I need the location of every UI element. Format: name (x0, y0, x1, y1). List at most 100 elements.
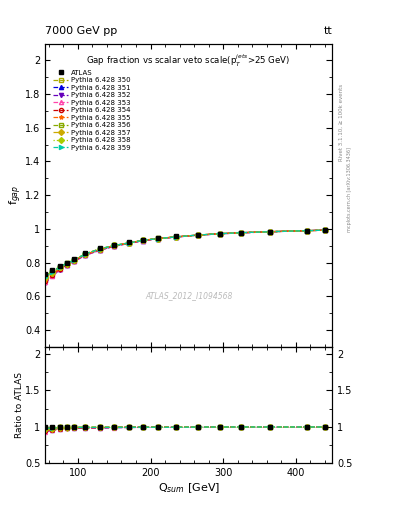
ATLAS (64, 260, 69, 266)
Pythia 6.428 356 (155, 236, 160, 242)
Pythia 6.428 352 (268, 229, 273, 235)
Pythia 6.428 355 (112, 242, 117, 248)
Pythia 6.428 351 (239, 229, 244, 236)
Text: Gap fraction vs scalar veto scale(p$_T^{jets}$>25 GeV): Gap fraction vs scalar veto scale(p$_T^{… (86, 53, 291, 69)
Text: tt: tt (323, 26, 332, 36)
Line: Pythia 6.428 353: Pythia 6.428 353 (43, 228, 327, 284)
Pythia 6.428 352 (127, 241, 131, 247)
Pythia 6.428 357 (97, 246, 102, 252)
Pythia 6.428 352 (239, 230, 244, 236)
Pythia 6.428 359 (50, 269, 55, 275)
Pythia 6.428 354 (323, 227, 327, 233)
Pythia 6.428 356 (304, 228, 309, 234)
Pythia 6.428 350 (174, 234, 178, 240)
ATLAS (72, 256, 77, 262)
Pythia 6.428 358 (323, 227, 327, 233)
Pythia 6.428 353 (268, 229, 273, 235)
Pythia 6.428 350 (50, 268, 55, 274)
Pythia 6.428 354 (304, 228, 309, 234)
Pythia 6.428 351 (127, 240, 131, 246)
Pythia 6.428 355 (323, 227, 327, 233)
Pythia 6.428 350 (43, 273, 48, 279)
Pythia 6.428 357 (239, 229, 244, 236)
Pythia 6.428 356 (112, 242, 117, 248)
Line: ATLAS: ATLAS (43, 227, 327, 276)
Pythia 6.428 359 (57, 264, 62, 270)
Pythia 6.428 359 (323, 227, 327, 233)
Pythia 6.428 357 (304, 228, 309, 234)
Pythia 6.428 353 (43, 279, 48, 285)
ATLAS (217, 230, 222, 237)
Pythia 6.428 358 (174, 234, 178, 240)
Pythia 6.428 355 (141, 237, 145, 243)
Pythia 6.428 353 (64, 262, 69, 268)
Pythia 6.428 355 (217, 230, 222, 237)
Pythia 6.428 350 (141, 237, 145, 243)
Pythia 6.428 356 (50, 269, 55, 275)
Pythia 6.428 356 (97, 246, 102, 252)
Pythia 6.428 358 (57, 264, 62, 270)
Pythia 6.428 359 (141, 237, 145, 243)
Pythia 6.428 359 (174, 234, 178, 240)
Pythia 6.428 355 (127, 240, 131, 246)
Pythia 6.428 354 (50, 272, 55, 278)
Pythia 6.428 357 (72, 257, 77, 263)
Pythia 6.428 350 (155, 236, 160, 242)
Pythia 6.428 351 (112, 243, 117, 249)
Pythia 6.428 353 (155, 236, 160, 242)
Text: 7000 GeV pp: 7000 GeV pp (45, 26, 118, 36)
X-axis label: Q$_{sum}$ [GeV]: Q$_{sum}$ [GeV] (158, 481, 220, 495)
Pythia 6.428 353 (112, 243, 117, 249)
Pythia 6.428 353 (304, 228, 309, 234)
Pythia 6.428 354 (174, 234, 178, 240)
Pythia 6.428 355 (155, 236, 160, 242)
Pythia 6.428 356 (239, 229, 244, 236)
Pythia 6.428 357 (195, 232, 200, 238)
Pythia 6.428 350 (57, 264, 62, 270)
Pythia 6.428 352 (174, 234, 178, 240)
Line: Pythia 6.428 356: Pythia 6.428 356 (43, 228, 327, 279)
Pythia 6.428 350 (323, 227, 327, 233)
Pythia 6.428 358 (50, 269, 55, 275)
Pythia 6.428 356 (43, 273, 48, 280)
Pythia 6.428 352 (141, 238, 145, 244)
Pythia 6.428 354 (268, 229, 273, 235)
Pythia 6.428 358 (239, 229, 244, 236)
Pythia 6.428 353 (217, 231, 222, 237)
Pythia 6.428 352 (97, 247, 102, 253)
Pythia 6.428 357 (112, 242, 117, 248)
Pythia 6.428 350 (64, 260, 69, 266)
Pythia 6.428 359 (195, 232, 200, 238)
Pythia 6.428 353 (57, 266, 62, 272)
ATLAS (195, 231, 200, 238)
ATLAS (57, 263, 62, 269)
Pythia 6.428 356 (64, 260, 69, 266)
Pythia 6.428 357 (155, 236, 160, 242)
Pythia 6.428 350 (83, 251, 88, 257)
Pythia 6.428 357 (57, 264, 62, 270)
Pythia 6.428 354 (97, 247, 102, 253)
Pythia 6.428 355 (304, 228, 309, 234)
Pythia 6.428 353 (174, 234, 178, 240)
Pythia 6.428 356 (83, 251, 88, 257)
Pythia 6.428 355 (50, 271, 55, 278)
Pythia 6.428 357 (83, 251, 88, 258)
Text: Rivet 3.1.10, ≥ 100k events: Rivet 3.1.10, ≥ 100k events (339, 84, 344, 161)
ATLAS (43, 271, 48, 278)
Pythia 6.428 354 (64, 262, 69, 268)
Y-axis label: f$_{gap}$: f$_{gap}$ (7, 185, 24, 205)
Pythia 6.428 357 (127, 240, 131, 246)
Pythia 6.428 350 (195, 232, 200, 238)
Pythia 6.428 358 (112, 242, 117, 248)
Pythia 6.428 358 (268, 229, 273, 235)
Line: Pythia 6.428 352: Pythia 6.428 352 (43, 228, 327, 285)
Pythia 6.428 354 (83, 252, 88, 258)
Pythia 6.428 353 (50, 273, 55, 279)
Pythia 6.428 358 (97, 246, 102, 252)
Pythia 6.428 357 (217, 230, 222, 237)
Pythia 6.428 356 (141, 237, 145, 243)
ATLAS (50, 267, 55, 273)
Pythia 6.428 351 (97, 247, 102, 253)
Pythia 6.428 351 (50, 271, 55, 278)
Pythia 6.428 359 (217, 230, 222, 237)
